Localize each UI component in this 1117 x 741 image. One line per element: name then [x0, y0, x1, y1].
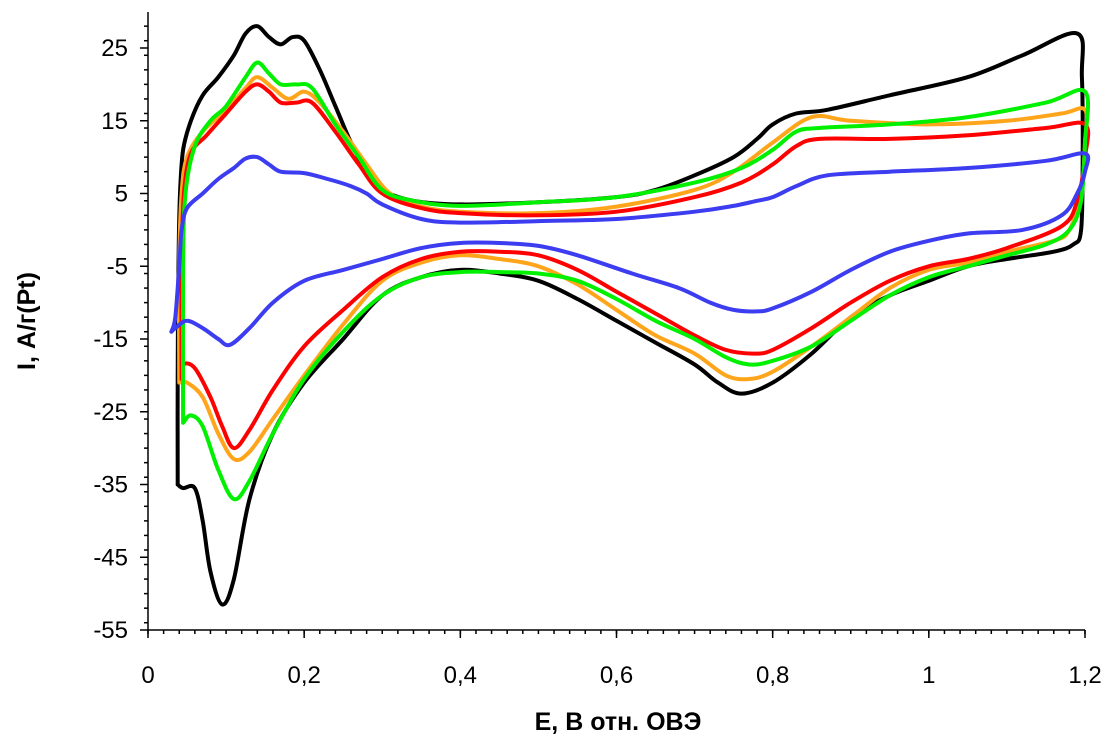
- y-tick-label: -55: [93, 617, 128, 644]
- y-tick-label: -15: [93, 326, 128, 353]
- x-axis: 0 0,2 0,4 0,6 0,8 1 1,2: [141, 629, 1102, 689]
- x-tick-label: 0,4: [444, 662, 477, 689]
- y-tick-label: -25: [93, 399, 128, 426]
- series-line-4: [169, 151, 1091, 348]
- x-tick-label: 0,8: [756, 662, 789, 689]
- x-tick-label: 0,2: [287, 662, 320, 689]
- x-axis-title: E, В отн. ОВЭ: [535, 708, 702, 736]
- x-tick-label: 0,6: [600, 662, 633, 689]
- y-axis: 25 15 5 -5 -15 -25 -35 -45 -55: [93, 12, 149, 644]
- x-ticks: 0 0,2 0,4 0,6 0,8 1 1,2: [141, 630, 1102, 689]
- y-tick-label: -5: [107, 253, 128, 280]
- y-axis-title: I, А/г(Pt): [13, 272, 41, 370]
- y-tick-label: -35: [93, 472, 128, 499]
- series-line-0: [175, 24, 1085, 607]
- y-tick-label: 25: [101, 35, 128, 62]
- series-layer: [169, 24, 1091, 607]
- y-tick-label: 15: [101, 108, 128, 135]
- y-tick-label: -45: [93, 544, 128, 571]
- x-tick-label: 1,2: [1068, 662, 1101, 689]
- x-tick-label: 0: [141, 662, 154, 689]
- x-tick-label: 1: [922, 662, 935, 689]
- y-tick-label: 5: [115, 181, 128, 208]
- series-line-3: [180, 60, 1091, 502]
- y-ticks: 25 15 5 -5 -15 -25 -35 -45 -55: [93, 25, 148, 644]
